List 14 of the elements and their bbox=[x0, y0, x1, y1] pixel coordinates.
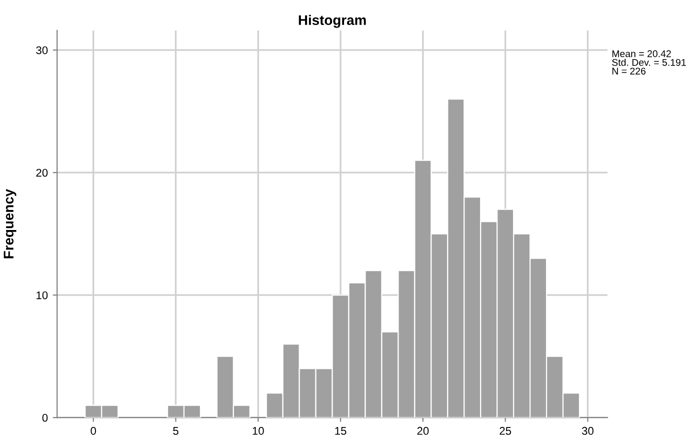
chart-title: Histogram bbox=[298, 14, 366, 28]
x-tick-label: 25 bbox=[500, 426, 512, 435]
x-tick-label: 10 bbox=[252, 426, 264, 435]
x-tick-label: 20 bbox=[417, 426, 429, 435]
text: Mean = 20.42 Std. Dev. = 5.191 N = 226 bbox=[612, 50, 686, 75]
x-tick-label: 30 bbox=[582, 426, 594, 435]
x-tick-label: 15 bbox=[335, 427, 346, 435]
y-tick-label: 20 bbox=[36, 168, 48, 177]
x-tick-label: 0 bbox=[90, 426, 96, 435]
x-tick-label: 5 bbox=[173, 427, 178, 435]
y-tick-label: 30 bbox=[36, 46, 48, 54]
y-axis-title: Frequency bbox=[4, 188, 16, 258]
y-tick-label: 0 bbox=[42, 414, 48, 422]
y-tick-label: 10 bbox=[36, 291, 48, 300]
